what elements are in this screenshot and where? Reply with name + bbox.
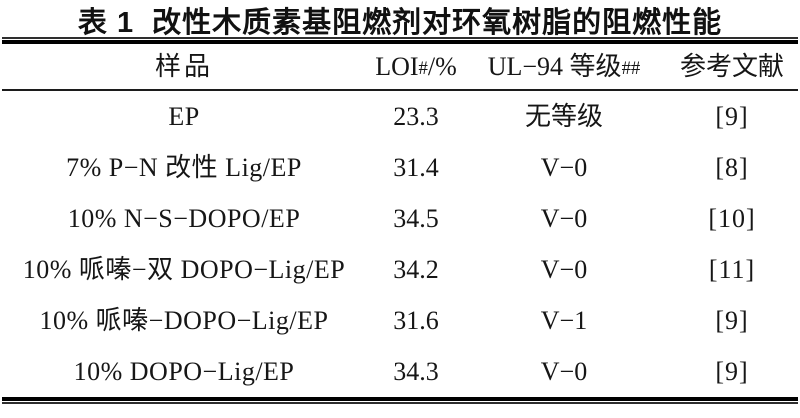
column-header-sample: 样品 bbox=[154, 51, 213, 81]
cell-ul94: V−0 bbox=[540, 152, 588, 182]
cell-ul94: V−0 bbox=[540, 203, 588, 233]
table-row: 10% 哌嗪−DOPO−Lig/EP 31.6 V−1 [9] bbox=[0, 295, 800, 346]
table-title: 表 1 改性木质素基阻燃剂对环氧树脂的阻燃性能 bbox=[0, 3, 800, 39]
cell-loi: 31.4 bbox=[393, 152, 439, 182]
cell-sample: 7% P−N 改性 Lig/EP bbox=[66, 152, 302, 182]
table-header-row: 样品 LOI#/% UL−94 等级## 参考文献 bbox=[0, 44, 800, 89]
table-number-label: 表 1 bbox=[77, 7, 135, 39]
column-header-loi: LOI#/% bbox=[375, 51, 457, 81]
table-header-rule bbox=[2, 89, 798, 91]
cell-reference: [9] bbox=[715, 101, 749, 131]
cell-ul94: V−0 bbox=[540, 254, 588, 284]
ul94-footnote-marker: ## bbox=[621, 57, 641, 79]
cell-ul94: 无等级 bbox=[524, 101, 603, 131]
cell-sample: 10% 哌嗪−双 DOPO−Lig/EP bbox=[22, 254, 346, 284]
loi-footnote-marker: # bbox=[418, 57, 428, 79]
table-row: 10% N−S−DOPO/EP 34.5 V−0 [10] bbox=[0, 193, 800, 244]
cell-sample: 10% N−S−DOPO/EP bbox=[67, 203, 301, 233]
table-row: 10% 哌嗪−双 DOPO−Lig/EP 34.2 V−0 [11] bbox=[0, 244, 800, 295]
cell-loi: 34.3 bbox=[393, 356, 439, 386]
table-body: EP 23.3 无等级 [9] 7% P−N 改性 Lig/EP 31.4 V−… bbox=[0, 91, 800, 397]
column-header-ul94: UL−94 等级## bbox=[487, 51, 641, 81]
cell-sample: 10% 哌嗪−DOPO−Lig/EP bbox=[39, 305, 329, 335]
table-row: EP 23.3 无等级 [9] bbox=[0, 91, 800, 142]
cell-ul94: V−1 bbox=[540, 305, 588, 335]
cell-reference: [8] bbox=[715, 152, 749, 182]
column-header-reference: 参考文献 bbox=[679, 51, 784, 81]
table-title-text: 改性木质素基阻燃剂对环氧树脂的阻燃性能 bbox=[152, 7, 723, 39]
table-row: 10% DOPO−Lig/EP 34.3 V−0 [9] bbox=[0, 346, 800, 397]
cell-sample: 10% DOPO−Lig/EP bbox=[73, 356, 295, 386]
cell-loi: 34.5 bbox=[393, 203, 439, 233]
cell-loi: 34.2 bbox=[393, 254, 439, 284]
table-row: 7% P−N 改性 Lig/EP 31.4 V−0 [8] bbox=[0, 142, 800, 193]
cell-loi: 23.3 bbox=[393, 101, 439, 131]
cell-loi: 31.6 bbox=[393, 305, 439, 335]
cell-ul94: V−0 bbox=[540, 356, 588, 386]
table-bottom-rule bbox=[2, 397, 798, 404]
cell-reference: [11] bbox=[708, 254, 756, 284]
cell-reference: [9] bbox=[715, 356, 749, 386]
cell-reference: [10] bbox=[708, 203, 756, 233]
cell-sample: EP bbox=[168, 101, 200, 131]
table-top-rule bbox=[2, 37, 798, 44]
cell-reference: [9] bbox=[715, 305, 749, 335]
